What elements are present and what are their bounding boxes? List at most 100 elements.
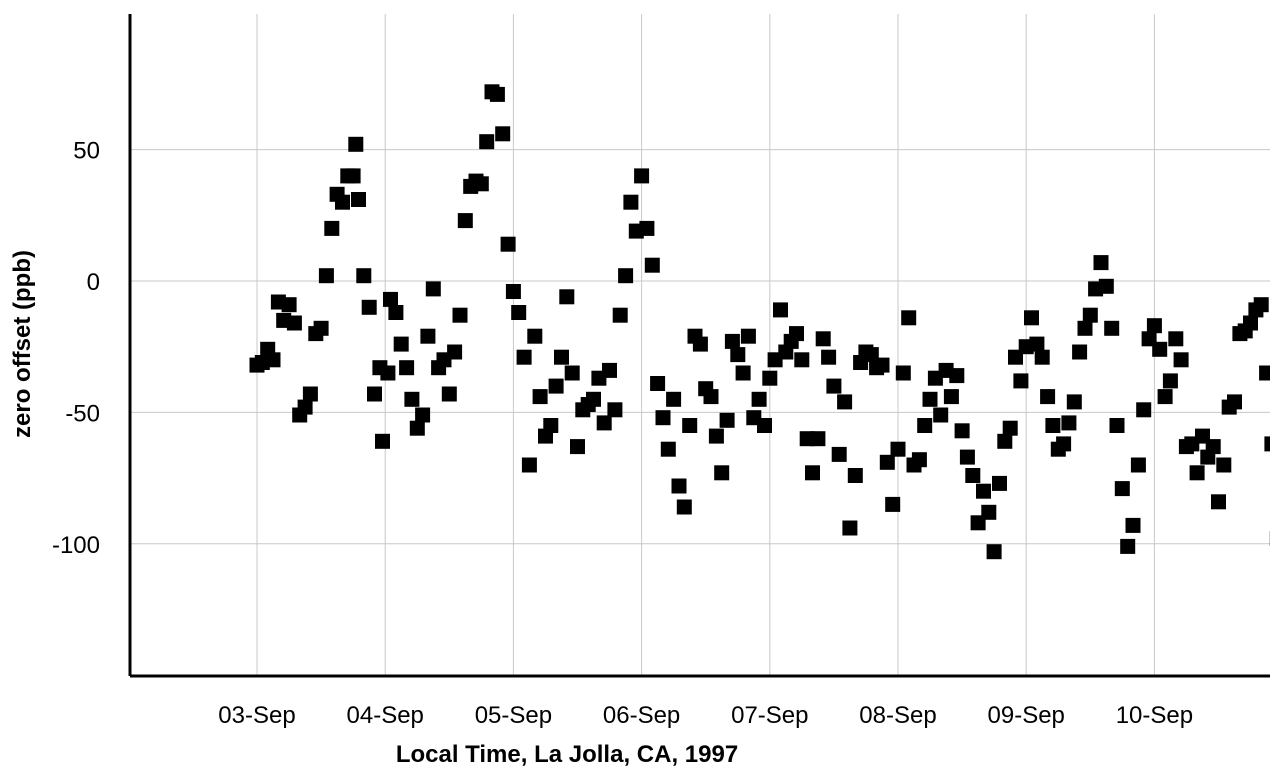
data-point [409, 420, 425, 436]
data-point [1130, 457, 1146, 473]
data-point [1136, 402, 1152, 418]
data-point [650, 376, 666, 391]
data-point [826, 378, 842, 394]
data-point [773, 302, 788, 318]
data-point [719, 412, 735, 428]
data-point [1120, 538, 1136, 554]
data-point [879, 454, 895, 470]
data-point [447, 344, 463, 360]
data-point [345, 168, 361, 184]
data-point [1211, 494, 1226, 510]
data-point [348, 136, 364, 152]
y-tick-label: 0 [87, 269, 100, 296]
data-point [415, 407, 431, 423]
data-point [815, 331, 831, 347]
x-axis-title: Local Time, La Jolla, CA, 1997 [396, 741, 738, 768]
data-point [1152, 341, 1168, 357]
x-tick-label: 03-Sep [218, 702, 295, 729]
data-point [281, 297, 297, 313]
data-point [794, 352, 810, 368]
data-point [724, 333, 740, 349]
data-point [1093, 255, 1109, 271]
data-point [399, 360, 415, 376]
data-point [1077, 320, 1093, 336]
data-point [655, 410, 671, 426]
data-point [375, 433, 390, 449]
data-point [516, 349, 532, 365]
data-point [596, 415, 612, 431]
data-point [393, 336, 409, 352]
data-point [933, 407, 949, 423]
data-point [735, 365, 751, 381]
data-point [618, 268, 634, 284]
data-point [1002, 420, 1018, 436]
data-point [265, 352, 281, 368]
y-axis-title: zero offset (ppb) [9, 250, 36, 438]
data-point [757, 418, 772, 433]
data-point [505, 284, 521, 299]
data-point [917, 418, 933, 433]
data-point [730, 347, 746, 363]
data-point [1243, 315, 1258, 331]
data-point [692, 336, 708, 352]
data-point [1216, 457, 1232, 473]
data-point [1114, 481, 1130, 497]
data-point [740, 328, 756, 344]
data-point [708, 428, 724, 444]
data-point [356, 268, 372, 284]
data-point [607, 402, 623, 418]
data-point [286, 315, 302, 331]
data-point [666, 391, 682, 407]
data-point [885, 496, 901, 512]
data-point [1264, 436, 1270, 452]
data-point [313, 320, 329, 336]
data-point [420, 328, 436, 344]
data-point [634, 168, 650, 184]
data-point [335, 194, 350, 210]
data-point [676, 499, 692, 515]
gridlines [130, 14, 1270, 676]
x-tick-label: 07-Sep [731, 702, 808, 729]
data-point [682, 418, 698, 433]
data-point [452, 307, 468, 323]
data-point [543, 418, 559, 433]
data-point [1104, 320, 1120, 336]
axes [128, 14, 1270, 678]
y-tick-label: -50 [65, 400, 100, 427]
data-point [1125, 517, 1141, 533]
data-point [318, 268, 334, 284]
data-point [457, 213, 473, 229]
data-point [548, 378, 564, 394]
data-point [992, 475, 1007, 491]
data-point [302, 386, 318, 402]
data-point [489, 86, 505, 102]
x-tick-label: 05-Sep [475, 702, 552, 729]
data-point [554, 349, 569, 365]
data-point [943, 389, 959, 405]
data-point [1227, 394, 1242, 410]
data-point [559, 289, 575, 305]
data-point [367, 386, 382, 402]
data-point [810, 431, 826, 447]
data-point [1024, 310, 1039, 326]
data-point [837, 394, 853, 410]
data-point [473, 176, 489, 192]
data-point [847, 468, 863, 483]
y-tick-label: -100 [52, 532, 100, 559]
data-point [1045, 418, 1061, 433]
data-point [1168, 331, 1184, 347]
data-point [441, 386, 457, 402]
data-point [1040, 389, 1056, 405]
data-point [1189, 465, 1205, 481]
data-point [297, 399, 313, 415]
data-point [383, 291, 398, 307]
data-point [639, 220, 655, 236]
data-point [1205, 439, 1221, 455]
data-point [976, 483, 991, 499]
data-point [890, 441, 906, 457]
data-point [1162, 373, 1178, 389]
data-point [751, 391, 767, 407]
data-point [789, 326, 804, 342]
data-point [1056, 436, 1072, 452]
